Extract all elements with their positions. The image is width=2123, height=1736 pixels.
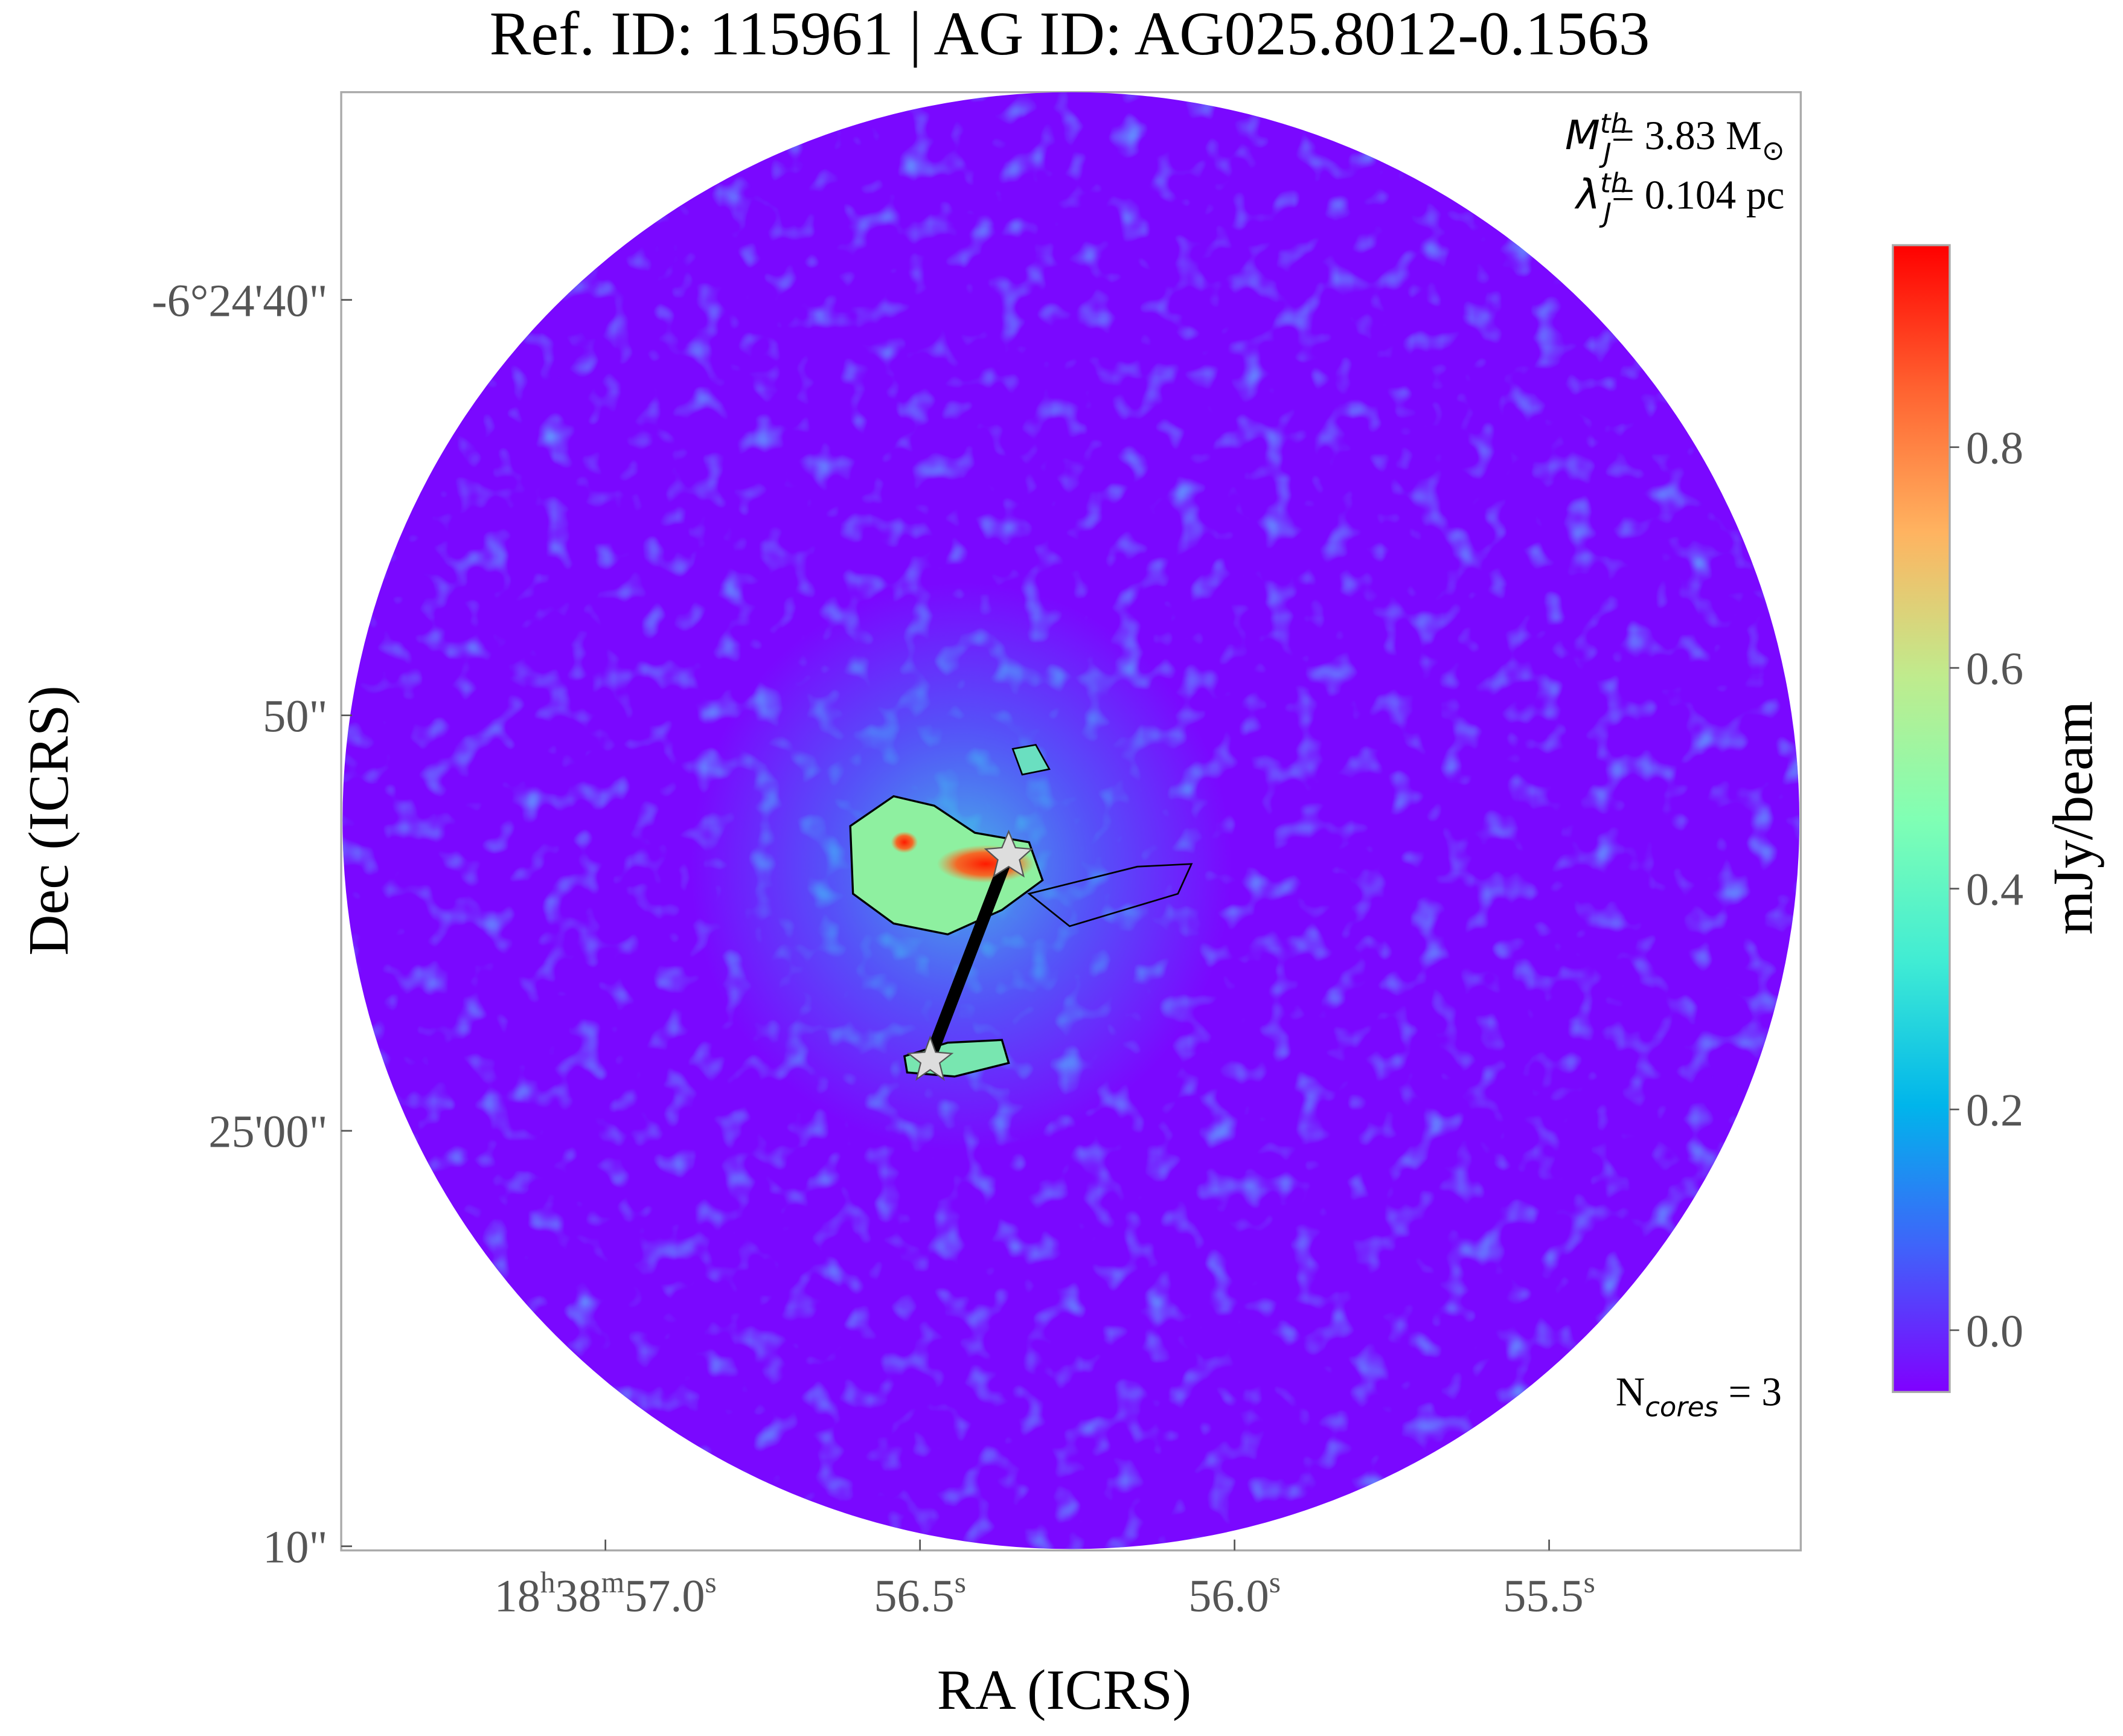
x-axis-label: RA (ICRS) [937,1659,1191,1722]
annotation-text: = 3.83 M [1612,113,1762,158]
x-tick-label: 56.0s [1188,1566,1281,1621]
y-tick-label: -6°24'40" [152,276,327,327]
colorbar-tick-label: 0.0 [1966,1306,2023,1357]
chart-title: Ref. ID: 115961 | AG ID: AG025.8012-0.15… [490,0,1650,68]
contour [1027,863,1193,927]
colorbar [1892,244,1951,1393]
core-separation [924,851,1014,1060]
colorbar-tick-label: 0.4 [1966,865,2023,915]
cores-label-sub: cores [1645,1391,1718,1423]
annotation-symbol: M [1565,112,1600,159]
image [342,92,1800,1549]
x-tick-label: 56.5s [874,1566,966,1621]
cores-label: Ncores = 3 [1616,1369,1782,1423]
x-tick-label: 55.5s [1503,1566,1595,1621]
y-tick-label: 10" [263,1522,327,1573]
x-tick-label: 18h38m57.0s [495,1566,717,1621]
y-tick-label: 25'00" [208,1107,327,1158]
annotation-sup: th [1600,167,1628,199]
colorbar-label: mJy/beam [2041,701,2104,935]
contour [1011,743,1051,776]
cores-label-symbol: N [1616,1369,1645,1415]
annotation: Mth J= 3.83 M⊙ [1565,107,1785,169]
colorbar-tick-label: 0.2 [1966,1085,2023,1136]
annotation-unit_sub: ⊙ [1762,136,1785,166]
emission-peak [891,831,918,853]
y-tick-label: 50" [263,691,327,742]
annotation-text: = 0.104 pc [1612,172,1784,217]
cores-label-text: = 3 [1718,1369,1782,1415]
annotation-sup: th [1600,107,1628,139]
core-marker [984,830,1034,878]
annotation-symbol: λ [1574,171,1600,218]
core-marker [906,1035,954,1081]
colorbar-tick-label: 0.8 [1966,423,2023,473]
y-axis-label: Dec (ICRS) [18,685,80,955]
colorbar-tick-label: 0.6 [1966,644,2023,694]
